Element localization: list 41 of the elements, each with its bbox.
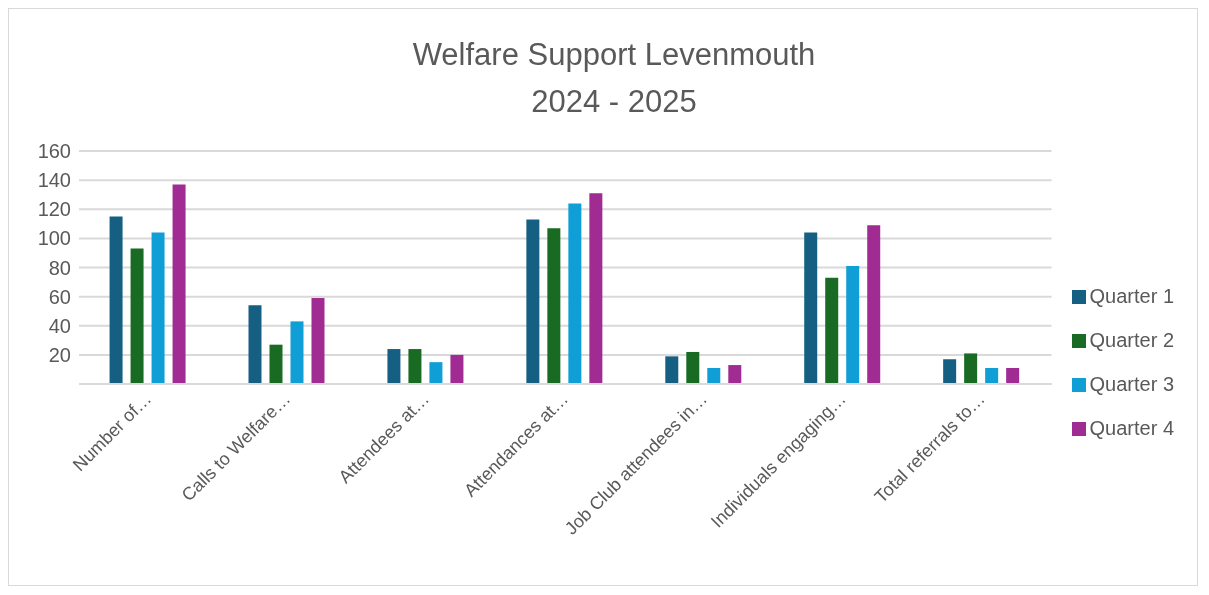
bar	[943, 359, 957, 384]
y-tick-label: 60	[48, 285, 71, 308]
bar	[248, 305, 262, 384]
bar	[846, 266, 860, 384]
chart-title: Welfare Support Levenmouth 2024 - 2025	[411, 36, 817, 121]
bar	[450, 354, 464, 384]
bar	[707, 367, 721, 384]
bar	[547, 228, 561, 384]
bar	[526, 219, 540, 384]
bar	[172, 184, 186, 384]
bar	[1006, 367, 1020, 384]
bar	[311, 298, 325, 384]
bar	[568, 203, 582, 384]
bar	[686, 351, 700, 384]
bar	[269, 344, 283, 384]
bar	[429, 362, 443, 384]
bar	[964, 353, 978, 384]
bar	[728, 365, 742, 384]
bar	[804, 232, 818, 384]
y-tick-label: 20	[48, 343, 71, 366]
legend-label: Quarter 3	[1089, 372, 1174, 395]
bar	[985, 367, 999, 384]
bar	[151, 232, 165, 384]
legend-label: Quarter 1	[1089, 284, 1174, 307]
legend-label: Quarter 4	[1089, 416, 1174, 439]
legend-label: Quarter 2	[1089, 328, 1174, 351]
bar	[387, 349, 401, 384]
y-tick-label: 140	[37, 169, 71, 192]
y-tick-label: 100	[37, 227, 71, 250]
bar	[665, 356, 679, 384]
bar	[290, 321, 304, 384]
bar	[408, 349, 422, 384]
y-tick-label: 40	[48, 314, 71, 337]
bar	[109, 216, 123, 384]
y-tick-label: 120	[37, 198, 71, 221]
bar	[867, 225, 881, 384]
y-tick-label: 160	[37, 140, 71, 163]
y-tick-label: 80	[48, 256, 71, 279]
bar	[825, 277, 839, 384]
bar	[589, 193, 603, 384]
bar	[130, 248, 144, 384]
